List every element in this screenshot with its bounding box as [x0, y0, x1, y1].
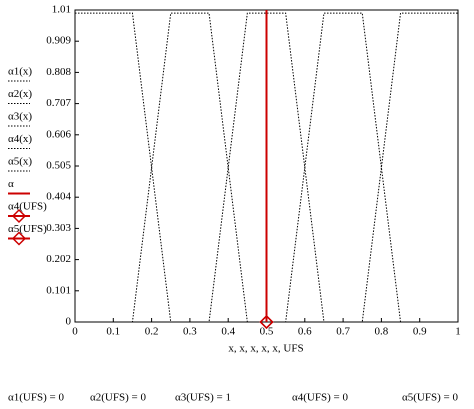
y-tick-label: 0.707 — [46, 97, 71, 109]
legend-marker — [11, 208, 27, 224]
legend-label: α4(UFS) — [8, 201, 47, 213]
x-tick-label: 0 — [72, 326, 78, 338]
marker — [259, 314, 274, 330]
legend-label: α2(x) — [8, 88, 32, 100]
y-tick-label: 0.404 — [46, 191, 71, 203]
y-tick-label: 0.101 — [46, 284, 71, 296]
legend-marker — [11, 231, 27, 246]
result-text: α3(UFS) = 1 — [175, 392, 231, 404]
y-tick-label: 0 — [66, 316, 72, 328]
legend-label: α5(UFS) — [8, 223, 47, 235]
series-line — [75, 12, 458, 323]
y-tick-label: 0.808 — [46, 66, 71, 78]
y-tick-label: 0.505 — [46, 160, 71, 172]
x-axis-label: x, x, x, x, x, UFS — [228, 343, 303, 355]
x-tick-label: 0.9 — [413, 326, 427, 338]
x-tick-label: 0.4 — [221, 326, 235, 338]
x-tick-label: 0.2 — [145, 326, 159, 338]
y-tick-label: 0.909 — [46, 35, 71, 47]
legend-label: α — [8, 178, 14, 190]
result-text: α2(UFS) = 0 — [90, 392, 146, 404]
x-tick-label: 0.8 — [375, 326, 389, 338]
result-text: α1(UFS) = 0 — [8, 392, 64, 404]
legend-label: α5(x) — [8, 156, 32, 168]
series-line — [75, 12, 458, 323]
result-text: α5(UFS) = 0 — [402, 392, 458, 404]
x-tick-label: 0.3 — [183, 326, 197, 338]
y-tick-label: 1.01 — [52, 4, 71, 16]
x-tick-label: 1 — [455, 326, 461, 338]
x-tick-label: 0.5 — [260, 326, 274, 338]
x-tick-label: 0.6 — [298, 326, 312, 338]
y-tick-label: 0.606 — [46, 128, 71, 140]
x-tick-label: 0.1 — [106, 326, 120, 338]
legend-label: α1(x) — [8, 66, 32, 78]
result-text: α4(UFS) = 0 — [292, 392, 348, 404]
y-tick-label: 0.303 — [46, 222, 71, 234]
y-tick-label: 0.202 — [46, 253, 71, 265]
x-tick-label: 0.7 — [336, 326, 350, 338]
legend-label: α4(x) — [8, 133, 32, 145]
legend-label: α3(x) — [8, 111, 32, 123]
